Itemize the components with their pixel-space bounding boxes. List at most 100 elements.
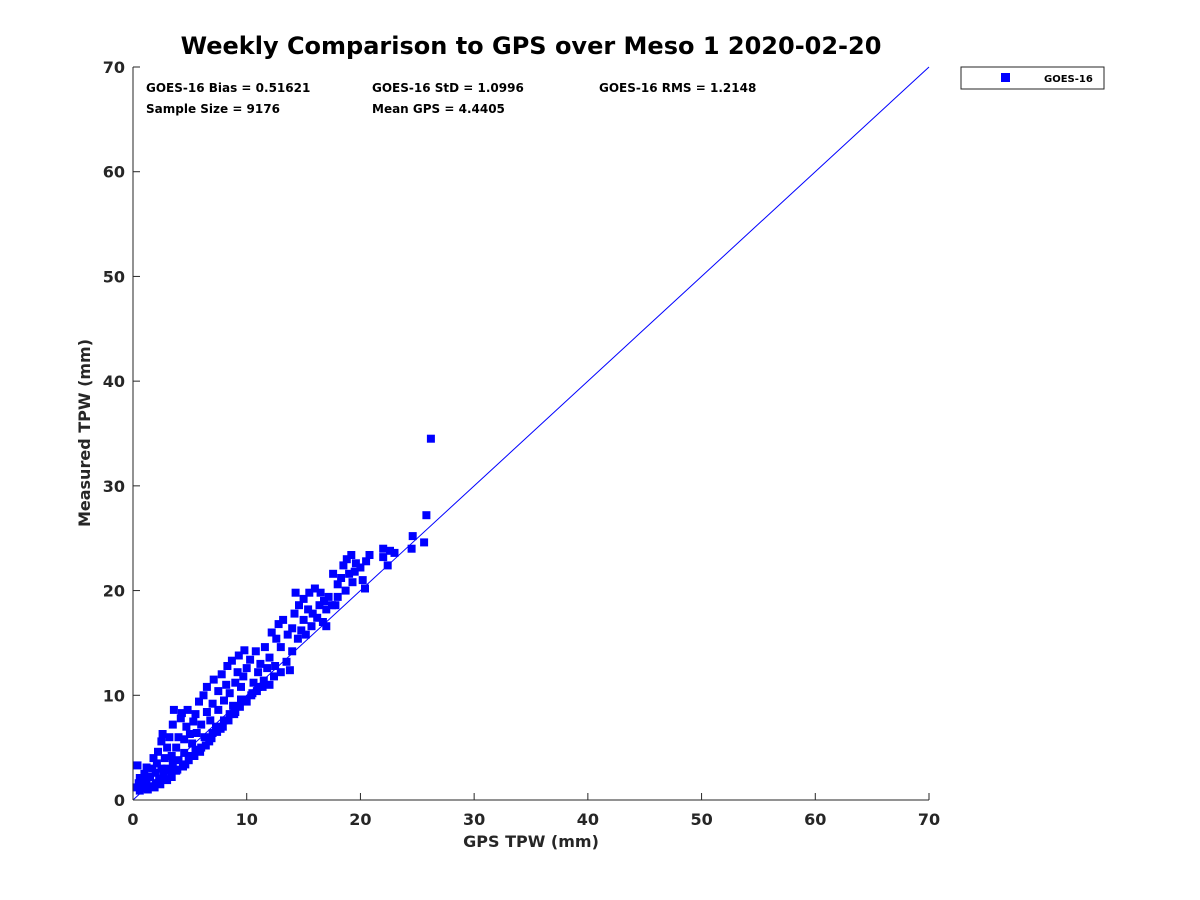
data-point xyxy=(348,578,357,587)
data-point xyxy=(304,605,313,614)
data-point xyxy=(206,716,215,725)
stats-annotations: GOES-16 Bias = 0.51621 GOES-16 StD = 1.0… xyxy=(146,81,756,116)
data-point xyxy=(168,720,177,729)
y-axis-label: Measured TPW (mm) xyxy=(75,339,94,527)
data-point xyxy=(179,762,187,771)
data-point xyxy=(234,651,243,660)
data-point xyxy=(163,743,172,752)
data-point xyxy=(254,682,263,691)
data-point xyxy=(249,678,258,687)
data-point xyxy=(259,676,268,685)
data-point xyxy=(155,776,164,785)
stat-rms: GOES-16 RMS = 1.2148 xyxy=(599,81,756,95)
data-point xyxy=(365,551,374,559)
data-point xyxy=(283,630,292,639)
data-point xyxy=(288,647,297,656)
data-point xyxy=(237,682,245,691)
data-point xyxy=(316,588,325,597)
data-point xyxy=(212,722,220,731)
data-point xyxy=(350,567,359,576)
data-point xyxy=(197,743,206,752)
data-point xyxy=(156,780,165,789)
data-point xyxy=(247,691,256,700)
data-point xyxy=(358,576,367,585)
legend: GOES-16 xyxy=(960,66,1105,90)
data-point xyxy=(356,563,365,572)
data-point xyxy=(318,618,327,626)
y-tick-label: 10 xyxy=(103,686,125,705)
data-point xyxy=(172,743,181,752)
data-point xyxy=(222,680,231,689)
data-point xyxy=(190,752,199,760)
x-tick-label: 50 xyxy=(690,810,712,829)
data-point xyxy=(208,729,217,737)
y-tick-label: 30 xyxy=(103,477,125,496)
data-point xyxy=(379,544,388,553)
data-point xyxy=(202,708,211,716)
data-point xyxy=(310,584,319,593)
data-point xyxy=(157,737,166,746)
data-point xyxy=(386,546,394,555)
data-point xyxy=(150,783,159,792)
legend-entry-goes16: GOES-16 xyxy=(1044,74,1093,85)
data-point xyxy=(151,768,160,777)
legend-marker-square xyxy=(1001,73,1010,82)
data-point xyxy=(347,551,356,559)
plot-area: 0 10 20 30 40 50 60 70 0 10 20 30 40 50 60 70 xyxy=(103,58,940,829)
data-point xyxy=(285,666,294,675)
y-tick-label: 70 xyxy=(103,58,125,77)
data-point xyxy=(142,777,151,786)
x-ticks: 0 10 20 30 40 50 60 70 xyxy=(127,793,940,829)
data-point xyxy=(362,557,371,566)
data-point xyxy=(207,734,216,743)
data-point xyxy=(159,769,168,778)
data-point xyxy=(307,622,316,631)
data-point xyxy=(246,655,255,664)
data-point xyxy=(220,696,228,705)
data-point xyxy=(299,615,308,624)
data-point xyxy=(265,653,274,662)
data-point xyxy=(341,586,350,595)
data-point xyxy=(282,657,291,666)
data-point xyxy=(174,756,183,765)
data-point xyxy=(408,532,417,541)
data-point xyxy=(383,561,392,570)
data-point xyxy=(270,672,278,681)
data-point xyxy=(258,682,267,691)
data-point xyxy=(241,695,250,704)
data-point xyxy=(185,730,194,738)
stat-bias: GOES-16 Bias = 0.51621 xyxy=(146,81,310,95)
data-point xyxy=(252,687,261,696)
data-point xyxy=(217,670,226,679)
data-point xyxy=(290,609,299,618)
data-point xyxy=(422,511,431,520)
data-point xyxy=(184,756,193,765)
data-point xyxy=(146,773,155,781)
data-point xyxy=(279,615,288,624)
data-point xyxy=(199,691,208,700)
data-point xyxy=(208,699,217,708)
data-point xyxy=(142,763,151,772)
data-point xyxy=(231,678,240,687)
data-point xyxy=(426,434,435,443)
stat-sample-size: Sample Size = 9176 xyxy=(146,102,280,116)
data-point xyxy=(143,785,152,794)
data-point xyxy=(322,605,331,614)
data-point xyxy=(191,745,200,754)
data-point xyxy=(224,716,233,725)
data-point xyxy=(379,553,388,562)
data-point xyxy=(174,733,183,742)
data-point xyxy=(239,672,248,681)
data-point xyxy=(237,695,245,704)
data-point xyxy=(165,733,174,742)
data-point xyxy=(351,559,360,568)
data-point xyxy=(197,720,206,729)
data-point xyxy=(196,747,205,756)
y-tick-label: 20 xyxy=(103,582,125,601)
data-point xyxy=(185,752,194,760)
data-point xyxy=(331,601,340,610)
data-point xyxy=(140,769,149,778)
x-tick-label: 10 xyxy=(236,810,258,829)
data-point xyxy=(218,722,227,731)
